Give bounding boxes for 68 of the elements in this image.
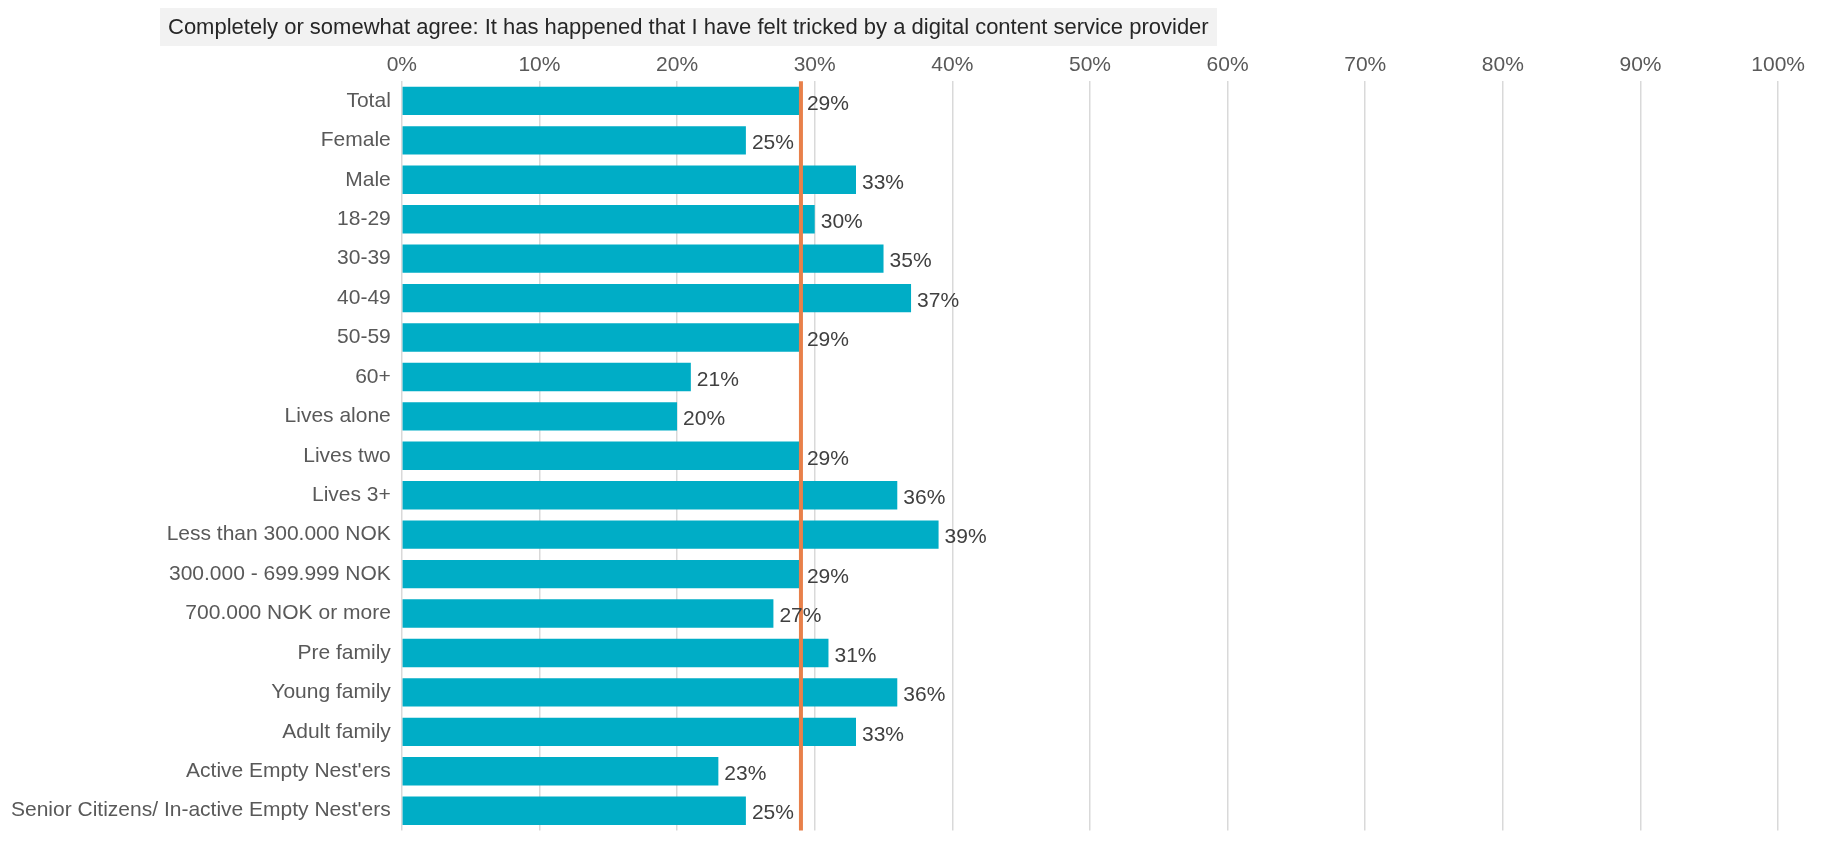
- bar: [402, 283, 912, 313]
- bar: [402, 717, 856, 747]
- data-label: 25%: [751, 800, 794, 824]
- x-tick-label: 80%: [1481, 52, 1524, 76]
- x-tick-label: 10%: [518, 52, 561, 76]
- bar: [402, 126, 746, 155]
- y-tick-label: Lives two: [303, 442, 391, 466]
- bar: [402, 678, 898, 707]
- y-tick-label: Adult family: [282, 718, 392, 742]
- data-label: 39%: [944, 524, 987, 548]
- bar: [402, 86, 801, 116]
- bar: [402, 638, 829, 668]
- data-label: 29%: [806, 445, 849, 469]
- y-tick-label: Young family: [271, 679, 392, 703]
- x-tick-label: 50%: [1068, 52, 1111, 76]
- y-tick-label: Senior Citizens/ In-active Empty Nest'ers: [10, 797, 391, 821]
- data-label: 20%: [683, 406, 726, 430]
- bar: [402, 402, 678, 431]
- bar: [402, 599, 774, 628]
- data-label: 29%: [806, 90, 849, 114]
- data-label: 23%: [724, 761, 767, 785]
- x-tick-label: 20%: [656, 52, 699, 76]
- data-label: 25%: [751, 130, 794, 154]
- data-label: 36%: [903, 485, 946, 509]
- y-tick-label: Pre family: [297, 639, 392, 663]
- data-label: 37%: [917, 287, 960, 311]
- bar: [402, 441, 801, 470]
- y-tick-label: Total: [346, 87, 391, 111]
- y-tick-label: Lives alone: [284, 403, 391, 427]
- bar: [402, 757, 719, 786]
- bar: [402, 559, 801, 589]
- data-label: 30%: [820, 209, 863, 233]
- data-label: 31%: [834, 642, 877, 666]
- y-tick-label: 300.000 - 699.999 NOK: [168, 560, 391, 584]
- x-tick-label: 60%: [1206, 52, 1249, 76]
- y-tick-label: Male: [345, 166, 391, 190]
- x-tick-label: 30%: [793, 52, 836, 76]
- chart-title: Completely or somewhat agree: It has happened that I have felt tricked by a digital content service provider: [160, 8, 1217, 46]
- y-tick-label: 18-29: [337, 206, 391, 230]
- bar: [402, 323, 801, 352]
- bar: [402, 796, 746, 825]
- data-label: 33%: [862, 169, 905, 193]
- bar: [402, 205, 815, 234]
- data-label: 33%: [862, 721, 905, 745]
- x-tick-label: 40%: [931, 52, 974, 76]
- y-tick-label: Active Empty Nest'ers: [186, 758, 391, 782]
- bar: [402, 165, 856, 194]
- x-tick-label: 0%: [386, 52, 417, 76]
- bar: [402, 481, 898, 510]
- data-label: 29%: [806, 563, 849, 587]
- x-tick-label: 70%: [1344, 52, 1387, 76]
- y-tick-label: Less than 300.000 NOK: [166, 521, 391, 545]
- bar: [402, 244, 884, 273]
- data-label: 36%: [903, 682, 946, 706]
- data-label: 35%: [889, 248, 932, 272]
- y-tick-label: Female: [320, 127, 391, 151]
- bar: [402, 520, 939, 549]
- y-tick-label: Lives 3+: [311, 482, 391, 506]
- data-label: 21%: [696, 366, 739, 390]
- x-tick-label: 90%: [1619, 52, 1662, 76]
- y-tick-label: 30-39: [337, 245, 391, 269]
- y-tick-label: 60+: [355, 363, 391, 387]
- bar: [402, 362, 691, 392]
- y-tick-label: 50-59: [337, 324, 391, 348]
- data-label: 29%: [806, 327, 849, 351]
- y-tick-label: 40-49: [337, 284, 391, 308]
- y-tick-label: 700.000 NOK or more: [185, 600, 391, 624]
- x-tick-label: 100%: [1751, 52, 1805, 76]
